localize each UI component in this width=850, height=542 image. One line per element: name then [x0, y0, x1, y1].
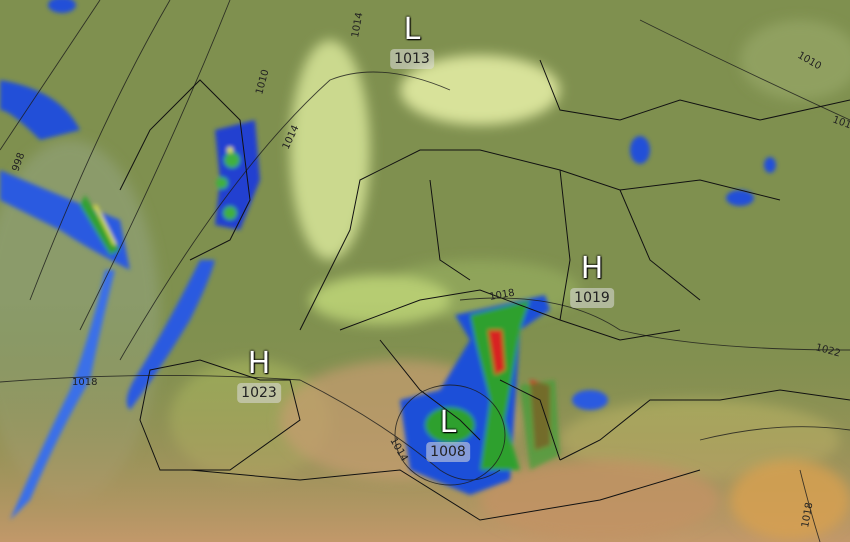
isobar-1010: [79, 0, 231, 331]
borders: [119, 59, 850, 521]
low-pressure-symbol: L: [439, 405, 457, 440]
pressure-center-high[interactable]: H 1023: [237, 349, 281, 403]
isobar-label: 1018: [489, 288, 516, 303]
low-pressure-symbol: L: [403, 12, 421, 47]
isobar-1018: [0, 375, 501, 481]
pressure-value: 1023: [237, 383, 281, 403]
pressure-value: 1019: [570, 288, 614, 308]
pressure-center-high[interactable]: H 1019: [570, 254, 614, 308]
pressure-value: 1008: [426, 442, 470, 462]
isobar-label: 1018: [800, 502, 815, 529]
isobar-1018-east: [459, 297, 850, 351]
high-pressure-symbol: H: [580, 251, 604, 286]
isobar-1010-ne: [639, 19, 850, 121]
isobar-label: 1018: [72, 377, 97, 388]
pressure-center-low[interactable]: L 1008: [426, 408, 470, 462]
isobar-1014: [119, 71, 451, 361]
pressure-value: 1013: [390, 49, 434, 69]
isobar-label: 1014: [350, 12, 365, 39]
high-pressure-symbol: H: [247, 346, 271, 381]
pressure-center-low[interactable]: L 1013: [390, 15, 434, 69]
